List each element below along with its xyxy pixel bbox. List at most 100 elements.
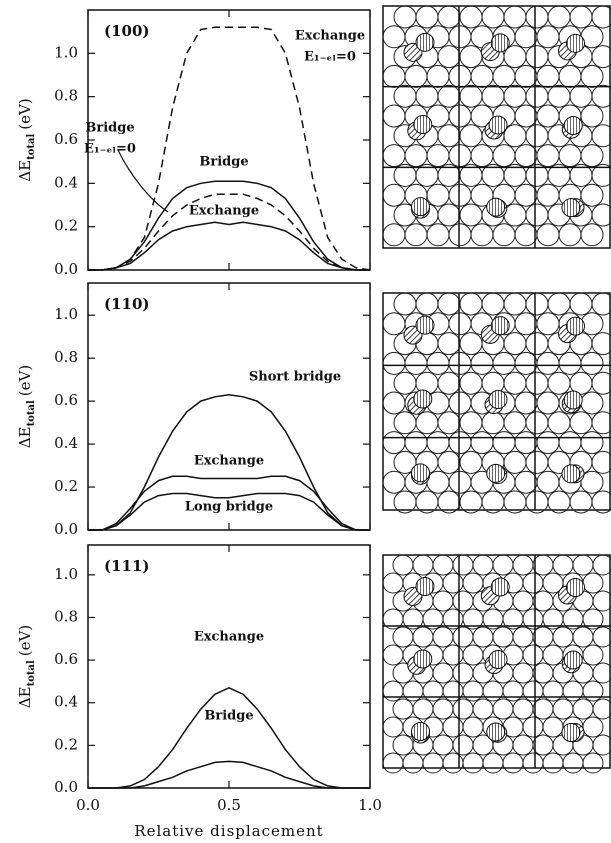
adatom [411, 197, 430, 217]
data-line [88, 492, 370, 531]
adatom [488, 390, 508, 409]
adatom [411, 722, 430, 741]
y-axis-label-part: (eV) [16, 365, 34, 396]
atom [592, 698, 611, 720]
atom [582, 608, 604, 630]
y-axis-label: ΔEtotal (eV) [16, 625, 37, 708]
adatom [563, 116, 583, 135]
y-tick-label: 0.4 [54, 173, 78, 191]
y-tick-label: 0.2 [54, 735, 78, 753]
atom [582, 752, 604, 774]
atom [591, 45, 611, 69]
atom [580, 470, 604, 494]
adatom [566, 578, 585, 597]
data-line [88, 26, 371, 271]
series-label: Exchange [189, 204, 259, 219]
y-axis-label: ΔEtotal (eV) [16, 365, 37, 448]
data-line [88, 180, 370, 271]
panel-title: (110) [104, 295, 150, 313]
atom [591, 411, 611, 435]
adatom [488, 115, 508, 135]
series-condition: E₁₋ₑₗ=0 [304, 50, 356, 65]
series-label: Bridge [199, 155, 248, 170]
y-tick-label: 0.4 [54, 693, 78, 711]
y-tick-label: 1.0 [54, 305, 78, 323]
adatom [561, 723, 581, 742]
data-line [88, 760, 370, 789]
adatom [566, 316, 585, 336]
y-axis-label-part: ΔE [16, 160, 34, 182]
adatom [488, 650, 508, 669]
y-tick-label: 0.6 [54, 391, 78, 409]
y-tick-label: 1.0 [54, 565, 78, 583]
data-line [88, 475, 370, 531]
adatom [490, 33, 510, 53]
atom [580, 223, 604, 247]
y-tick-label: 0.6 [54, 650, 78, 668]
atom [592, 662, 611, 684]
atom [582, 680, 604, 702]
x-tick-label: 0.5 [217, 796, 241, 814]
y-tick-label: 0.6 [54, 130, 78, 148]
adatom [413, 115, 433, 134]
atom [591, 332, 611, 356]
pointer-arrow [117, 149, 169, 213]
series-label: Exchange [194, 630, 264, 645]
atom [591, 124, 611, 148]
adatom [563, 650, 583, 670]
adatom [415, 315, 435, 335]
atom [591, 292, 611, 316]
adatom [413, 649, 433, 669]
atom [591, 203, 611, 227]
y-tick-label: 0.4 [54, 434, 78, 452]
data-line [88, 193, 370, 271]
structure-panel [382, 5, 611, 249]
structure-panel [382, 292, 611, 514]
adatom [561, 198, 581, 218]
panel-title: (100) [104, 22, 150, 40]
y-axis-label-part: (eV) [16, 625, 34, 656]
y-tick-label: 0.2 [54, 477, 78, 495]
series-label: Bridge [204, 709, 253, 724]
atom [591, 84, 611, 108]
atom [580, 183, 604, 207]
x-tick-label: 0.0 [76, 796, 100, 814]
y-tick-label: 0.8 [54, 87, 78, 105]
y-axis-label-part: total [26, 400, 37, 426]
adatom [490, 577, 510, 597]
series-label: Exchange [295, 29, 365, 44]
structure-panel [382, 554, 611, 774]
atom [591, 5, 611, 29]
atom [591, 163, 611, 187]
y-tick-label: 1.0 [54, 43, 78, 61]
series-condition: E₁₋ₑₗ=0 [84, 142, 136, 157]
series-label: Bridge [85, 121, 134, 136]
y-axis-label-part: total [26, 660, 37, 686]
atom [592, 734, 611, 756]
y-axis-label-part: ΔE [16, 426, 34, 448]
adatom [566, 33, 585, 53]
y-axis-label-part: ΔE [16, 686, 34, 708]
atom [580, 431, 604, 455]
y-axis-label-part: total [26, 134, 37, 160]
adatom [486, 463, 506, 483]
y-tick-label: 0.0 [54, 520, 78, 538]
atom [580, 351, 604, 375]
adatom [415, 32, 435, 52]
data-line [88, 221, 370, 271]
data-line [88, 686, 370, 789]
y-tick-label: 0.8 [54, 607, 78, 625]
adatom [411, 463, 430, 483]
adatom [415, 577, 435, 596]
adatom [563, 390, 583, 410]
plot-frame [87, 544, 371, 789]
adatom [413, 389, 433, 409]
y-tick-label: 0.0 [54, 260, 78, 278]
x-axis-label: Relative displacement [134, 822, 323, 840]
atom [592, 626, 611, 648]
adatom [486, 197, 506, 217]
adatom [486, 722, 506, 742]
atom [591, 490, 611, 514]
series-label: Short bridge [249, 370, 341, 385]
